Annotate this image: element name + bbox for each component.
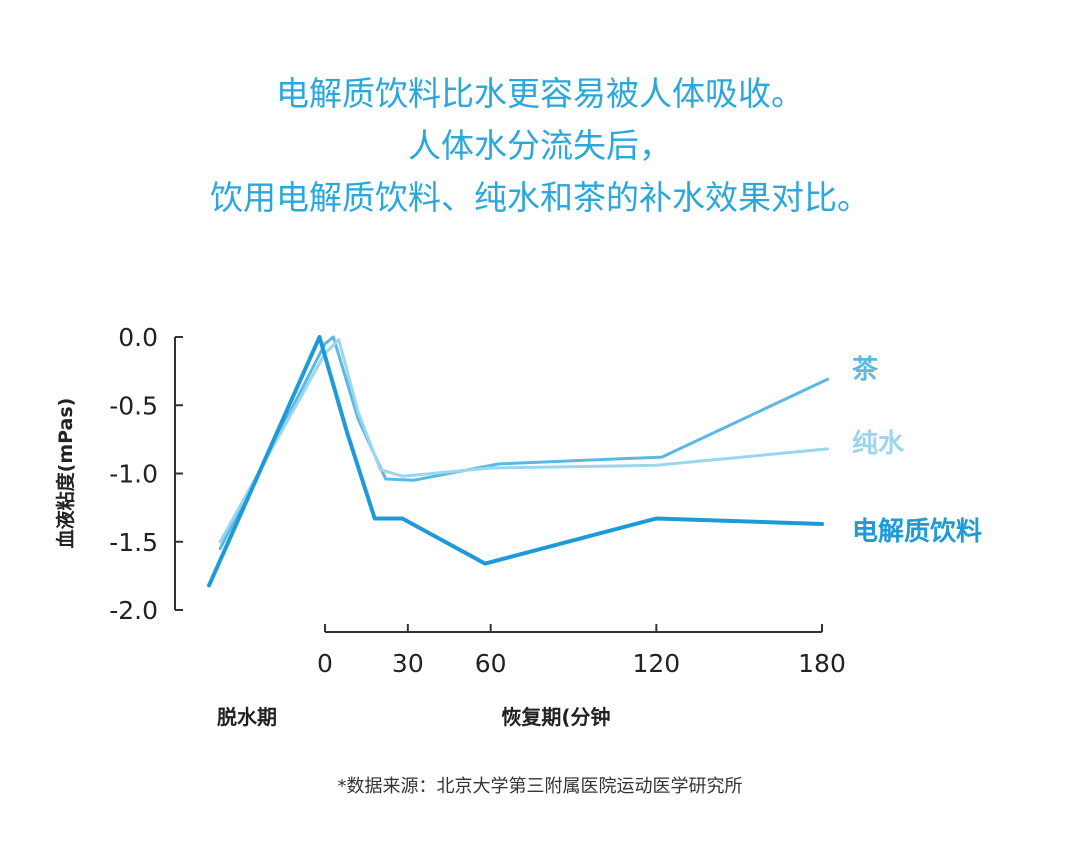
- y-tick-label: -1.5: [109, 528, 158, 557]
- title-line-2: 人体水分流失后，: [408, 126, 672, 165]
- y-tick-label: -1.0: [109, 460, 158, 489]
- chart-title: 电解质饮料比水更容易被人体吸收。 人体水分流失后， 饮用电解质饮料、纯水和茶的补…: [0, 68, 1080, 224]
- y-tick-label: -0.5: [109, 391, 158, 420]
- series-label: 茶: [852, 355, 879, 385]
- x-axis-label: 恢复期(分钟: [501, 705, 610, 729]
- y-tick-label: -2.0: [109, 596, 158, 625]
- x-tick-label: 30: [392, 649, 424, 678]
- x-tick-label: 120: [632, 649, 680, 678]
- y-tick-label: 0.0: [118, 323, 158, 352]
- title-line-1: 电解质饮料比水更容易被人体吸收。: [276, 74, 804, 113]
- title-line-3: 饮用电解质饮料、纯水和茶的补水效果对比。: [210, 178, 870, 217]
- y-axis-label: 血液粘度(mPas): [54, 398, 77, 549]
- series-label: 电解质饮料: [852, 517, 982, 547]
- dehydration-phase-label: 脱水期: [217, 705, 277, 729]
- data-source-footnote: *数据来源：北京大学第三附属医院运动医学研究所: [337, 776, 743, 797]
- x-tick-label: 0: [317, 649, 333, 678]
- x-tick-label: 60: [475, 649, 507, 678]
- series-label: 纯水: [852, 428, 905, 459]
- series-line: [218, 335, 829, 551]
- series-line: [218, 338, 829, 544]
- series-line: [207, 335, 824, 588]
- x-tick-label: 180: [798, 649, 846, 678]
